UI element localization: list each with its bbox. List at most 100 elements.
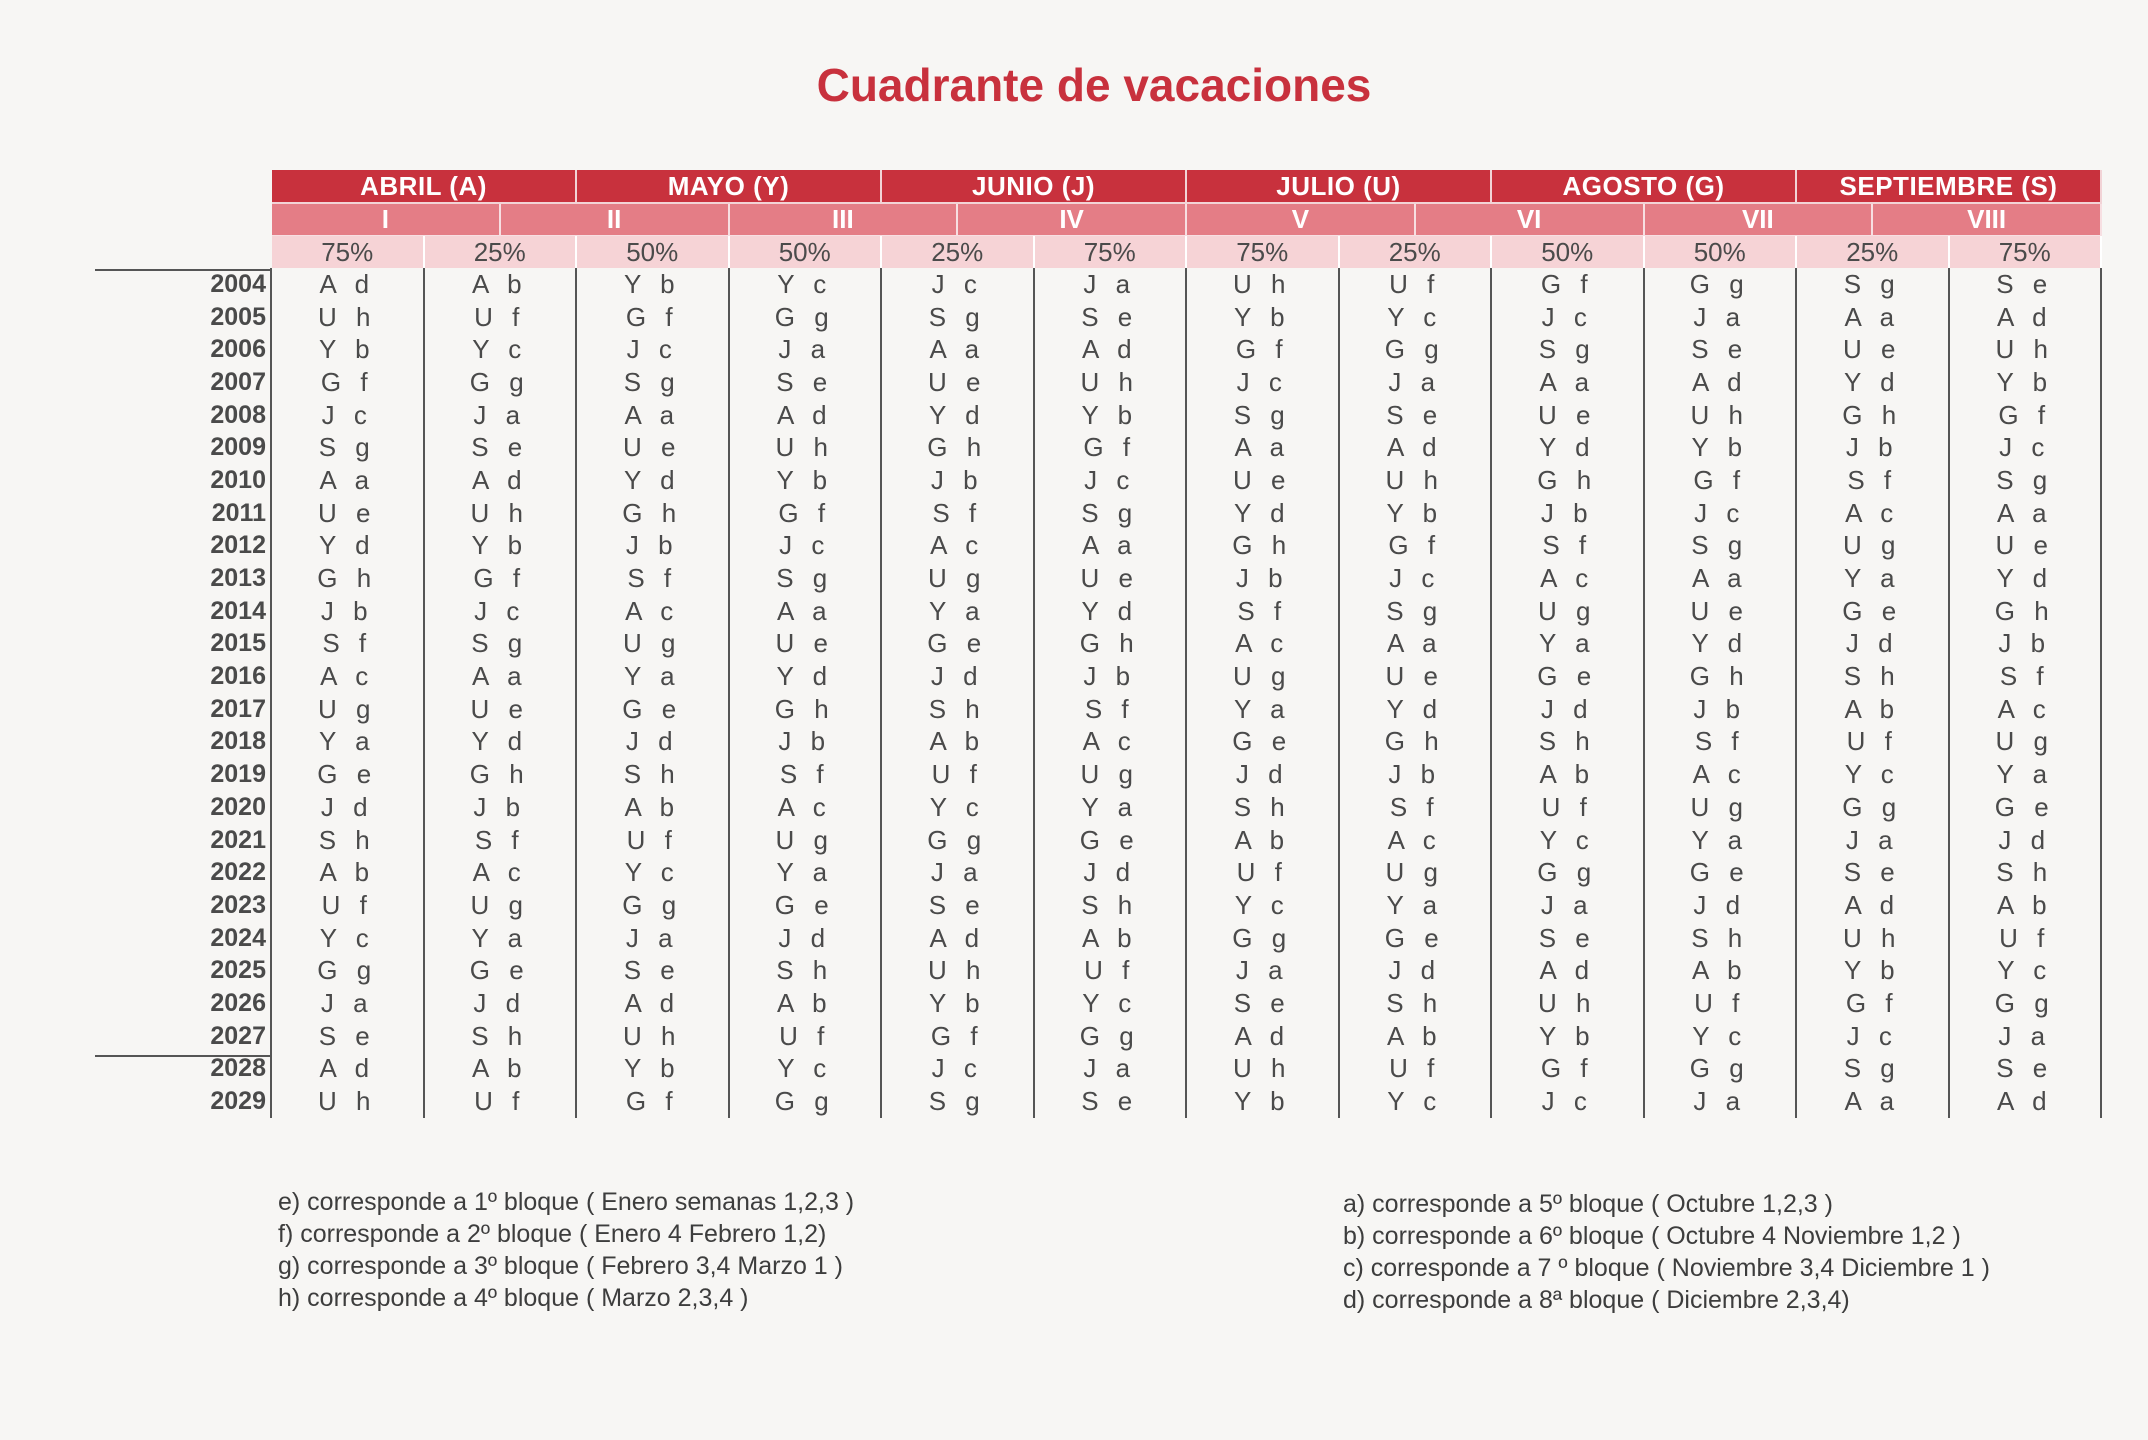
table-cell: G e	[1645, 856, 1797, 890]
percent-header: 25%	[424, 236, 577, 268]
table-cell: G f	[1187, 333, 1340, 367]
table-cell: U h	[272, 300, 425, 334]
table-cell: S f	[1035, 692, 1187, 726]
table-cell: A a	[1492, 366, 1645, 399]
table-cell: J d	[882, 660, 1035, 693]
year-label: 2012	[95, 529, 272, 563]
table-cell: J d	[272, 791, 425, 824]
table-cell: G f	[730, 496, 882, 530]
legend-item: c) corresponde a 7 º bloque ( Noviembre …	[1343, 1254, 1990, 1282]
table-cell: J b	[882, 464, 1035, 497]
table-cell: U f	[1797, 725, 1950, 759]
table-cell: A a	[577, 398, 730, 432]
block-header: III	[729, 204, 959, 236]
table-cell: Y c	[730, 268, 882, 301]
year-label: 2017	[95, 692, 272, 726]
table-cell: G g	[1035, 1019, 1187, 1053]
table-cell: G e	[1187, 725, 1340, 759]
table-cell: S e	[425, 431, 577, 465]
table-cell: S g	[1187, 398, 1340, 432]
table-cell: S f	[425, 823, 577, 857]
table-cell: U g	[1035, 758, 1187, 791]
table-cell: Y d	[1950, 562, 2102, 595]
table-cell: A c	[882, 529, 1035, 563]
year-label: 2013	[95, 562, 272, 595]
table-cell: U g	[730, 823, 882, 857]
table-cell: Y a	[577, 660, 730, 693]
table-cell: S e	[1950, 1052, 2102, 1086]
table-cell: J c	[577, 333, 730, 367]
table-cell: G g	[1645, 268, 1797, 301]
table-cell: S e	[577, 954, 730, 988]
table-cell: U e	[1340, 660, 1492, 693]
table-cell: U e	[1035, 562, 1187, 595]
table-cell: U g	[1187, 660, 1340, 693]
table-cell: J b	[577, 529, 730, 563]
table-cell: A a	[1797, 300, 1950, 334]
table-cell: S e	[882, 889, 1035, 922]
table-cell: A d	[1797, 889, 1950, 922]
block-header: IV	[958, 204, 1187, 236]
table-cell: G f	[1492, 1052, 1645, 1086]
table-cell: U g	[425, 889, 577, 922]
table-cell: U f	[425, 300, 577, 334]
year-label: 2020	[95, 791, 272, 824]
table-cell: J c	[730, 529, 882, 563]
table-cell: G f	[1492, 268, 1645, 301]
table-cell: G h	[1035, 627, 1187, 661]
table-cell: A d	[1035, 333, 1187, 367]
table-cell: U f	[730, 1019, 882, 1053]
table-cell: U h	[1645, 398, 1797, 432]
table-cell: J c	[882, 268, 1035, 301]
table-cell: U e	[577, 431, 730, 465]
table-cell: A d	[730, 398, 882, 432]
percent-header: 75%	[272, 236, 425, 268]
table-cell: S h	[1035, 889, 1187, 922]
table-cell: S e	[1187, 987, 1340, 1020]
table-cell: U h	[1187, 1052, 1340, 1086]
table-cell: Y b	[577, 268, 730, 301]
table-cell: G e	[577, 692, 730, 726]
table-cell: S h	[1950, 856, 2102, 890]
year-label: 2024	[95, 921, 272, 955]
table-cell: A b	[1340, 1019, 1492, 1053]
table-cell: U h	[730, 431, 882, 465]
table-cell: A b	[272, 856, 425, 890]
table-cell: J c	[882, 1052, 1035, 1086]
table-cell: J a	[272, 987, 425, 1020]
table-cell: J a	[1645, 300, 1797, 334]
legend-item: g) corresponde a 3º bloque ( Febrero 3,4…	[278, 1252, 843, 1280]
table-cell: S f	[1645, 725, 1797, 759]
table-cell: Y b	[272, 333, 425, 367]
table-cell: A b	[425, 1052, 577, 1086]
table-cell: J d	[1492, 692, 1645, 726]
table-cell: U e	[425, 692, 577, 726]
year-label: 2016	[95, 660, 272, 693]
table-cell: Y a	[1492, 627, 1645, 661]
table-top-rule	[95, 269, 272, 271]
legend-item: d) corresponde a 8ª bloque ( Diciembre 2…	[1343, 1286, 1850, 1314]
table-cell: U g	[577, 627, 730, 661]
table-cell: U h	[577, 1019, 730, 1053]
table-cell: J d	[425, 987, 577, 1020]
table-cell: G h	[882, 431, 1035, 465]
table-cell: A a	[1645, 562, 1797, 595]
table-cell: J d	[1645, 889, 1797, 922]
table-cell: Y d	[272, 529, 425, 563]
table-cell: A c	[1187, 627, 1340, 661]
table-cell: S h	[730, 954, 882, 988]
table-cell: G e	[1340, 921, 1492, 955]
table-cell: A a	[1035, 529, 1187, 563]
table-cell: A a	[730, 594, 882, 628]
table-cell: Y a	[882, 594, 1035, 628]
table-cell: A b	[1645, 954, 1797, 988]
table-cell: A b	[577, 791, 730, 824]
table-cell: U f	[272, 889, 425, 922]
table-cell: S f	[1492, 529, 1645, 563]
table-cell: Y d	[1187, 496, 1340, 530]
table-cell: G h	[1187, 529, 1340, 563]
table-cell: J d	[1950, 823, 2102, 857]
year-label: 2015	[95, 627, 272, 661]
table-cell: A a	[1187, 431, 1340, 465]
legend-right: a) corresponde a 5º bloque ( Octubre 1,2…	[1343, 1188, 1990, 1316]
